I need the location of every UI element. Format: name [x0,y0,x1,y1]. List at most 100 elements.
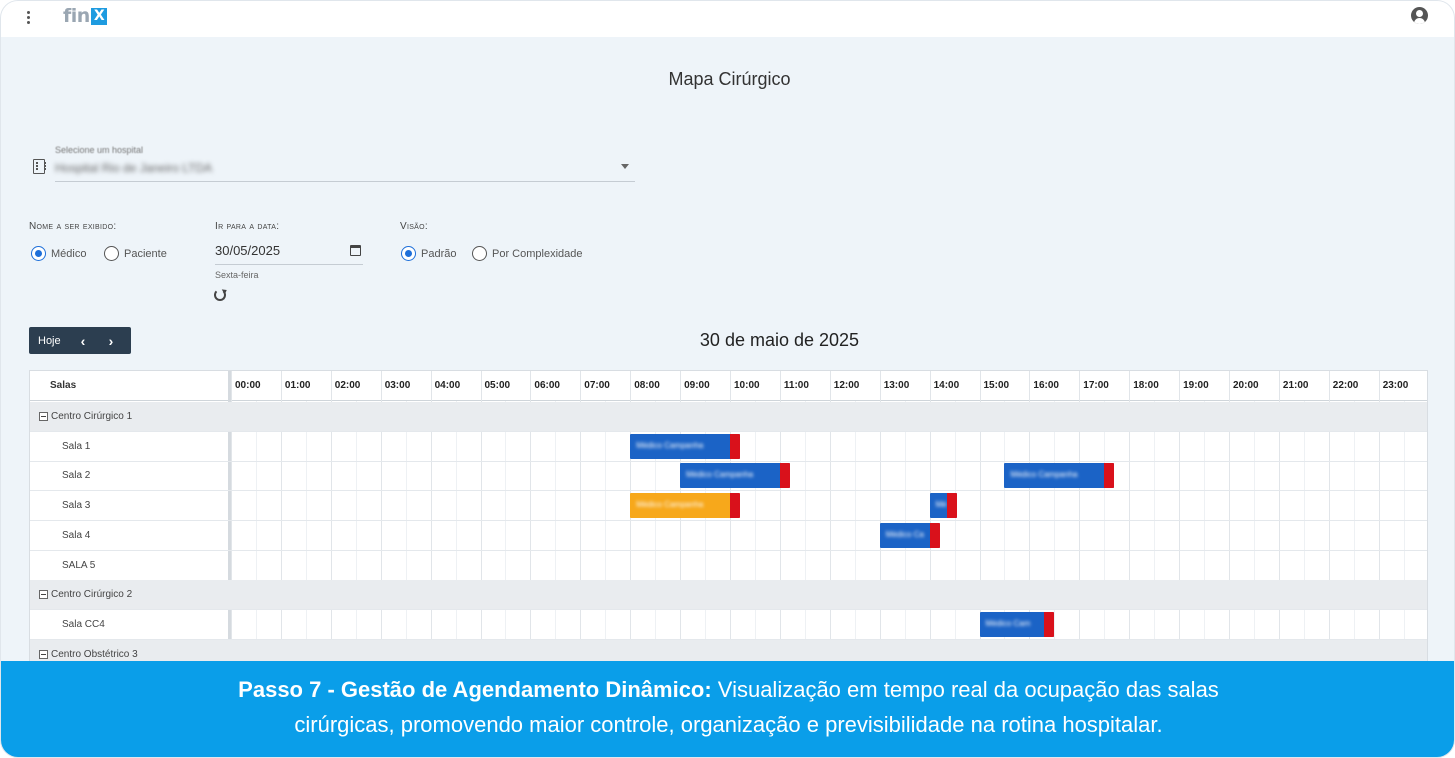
calendar-nav: Hoje ‹ › [29,327,131,354]
account-icon[interactable] [1411,7,1428,24]
surgery-event[interactable]: Médico Campanha [680,463,790,489]
half-hour-gridline [1004,401,1006,669]
alert-flag [929,522,940,548]
alert-flag [729,493,740,519]
hour-gridline [979,371,981,669]
hour-gridline [380,371,382,669]
alert-flag [1104,463,1115,489]
main-content: Mapa Cirúrgico Selecione um hospital Hos… [7,37,1452,757]
today-button[interactable]: Hoje [38,334,61,347]
surgery-event[interactable]: Mé [929,493,958,519]
hour-label: 09:00 [684,380,710,391]
hour-gridline [829,371,831,669]
surgery-event-label: Médico Campanha [636,440,704,450]
room-group-label[interactable]: Centro Obstétrico 3 [39,649,138,660]
hour-label: 03:00 [384,380,411,391]
hour-label: 04:00 [434,380,461,391]
radio-padrao-label: Padrão [421,247,457,260]
room-label: SALA 5 [62,560,95,571]
surgery-event[interactable]: Médico Cam [979,611,1055,637]
dropdown-caret-icon[interactable] [621,164,629,169]
hour-gridline [730,371,731,669]
hour-gridline [1029,371,1031,669]
room-row: Sala CC4 [30,610,1427,640]
radio-por-complexidade-dot[interactable] [472,246,487,261]
half-hour-gridline [754,401,756,669]
radio-padrao[interactable]: Padrão [401,246,456,261]
hour-label: 01:00 [284,380,311,391]
kebab-menu-icon[interactable] [23,7,33,27]
go-to-date-label: Ir para a data: [215,221,280,232]
surgery-event[interactable]: Médico Campanha [630,433,740,459]
half-hour-gridline [705,401,707,669]
hour-gridline [929,371,931,669]
surgery-event-label: Médico Campanha [1010,470,1078,480]
hour-label: 07:00 [584,380,610,391]
hour-gridline [280,371,282,669]
calendar-icon[interactable] [350,245,361,256]
hospital-select-label: Selecione um hospital [55,145,144,155]
hour-label: 05:00 [484,380,511,391]
row-label-text: Centro Obstétrico 3 [51,648,138,660]
date-input-value: 30/05/2025 [215,243,281,258]
banner-text-2: cirúrgicas, promovendo maior controle, o… [294,712,1163,737]
radio-padrao-dot[interactable] [401,246,416,261]
hour-gridline [530,371,532,669]
radio-medico-dot[interactable] [31,246,46,261]
half-hour-gridline [555,401,557,669]
half-hour-gridline [1054,401,1056,669]
radio-por-complexidade[interactable]: Por Complexidade [472,246,583,261]
next-day-button[interactable]: › [108,332,114,349]
half-hour-gridline [1353,401,1355,669]
row-label-text: Sala CC4 [62,618,105,630]
hour-label: 17:00 [1083,380,1109,391]
room-group-label[interactable]: Centro Cirúrgico 1 [39,411,132,422]
row-label-text: Centro Cirúrgico 1 [51,411,133,422]
hospital-select-underline[interactable] [55,181,635,182]
half-hour-gridline [854,401,856,669]
refresh-icon[interactable] [214,289,226,301]
radio-paciente[interactable]: Paciente [104,246,167,261]
collapse-icon[interactable] [39,412,48,421]
radio-medico[interactable]: Médico [31,246,86,261]
surgery-event-label: Médico Ca [885,529,924,539]
half-hour-gridline [1104,401,1106,669]
hour-label: 23:00 [1382,380,1409,391]
hospital-select-value[interactable]: Hospital Rio de Janeiro LTDA [55,161,213,175]
hour-gridline [231,371,232,669]
surgery-event[interactable]: Médico Campanha [630,493,740,519]
room-label: Sala 4 [62,530,90,541]
date-input[interactable]: 30/05/2025 [215,243,363,265]
hour-gridline [1129,371,1131,669]
half-hour-gridline [804,401,806,669]
half-hour-gridline [1253,401,1255,669]
hour-gridline [430,371,432,669]
collapse-icon[interactable] [39,649,48,659]
logo-badge: X [90,7,108,25]
hour-label: 00:00 [235,380,261,391]
rooms-header: Salas [50,380,77,391]
room-label: Sala 1 [62,441,90,452]
half-hour-gridline [1403,401,1405,669]
top-bar: fin X [1,1,1454,37]
row-label-text: Sala 3 [62,500,91,512]
hour-label: 14:00 [933,380,960,391]
room-group-label[interactable]: Centro Cirúrgico 2 [39,589,132,600]
prev-day-button[interactable]: ‹ [80,332,86,349]
collapse-icon[interactable] [39,590,48,600]
hour-label: 15:00 [983,380,1010,391]
hour-label: 22:00 [1332,380,1359,391]
surgery-event[interactable]: Médico Ca [879,522,940,548]
surgery-event-label: Médico Cam [985,618,1031,628]
surgery-event[interactable]: Médico Campanha [1004,463,1115,489]
hour-gridline [580,371,582,669]
surgery-event-label: Mé [935,500,947,510]
row-label-text: Sala 4 [62,529,91,541]
hour-gridline [779,371,781,669]
hour-label: 18:00 [1133,380,1159,391]
half-hour-gridline [655,401,657,669]
half-hour-gridline [1154,401,1156,669]
app-logo[interactable]: fin X [63,5,108,27]
room-row: Sala 2 [30,461,1427,492]
radio-paciente-dot[interactable] [104,246,119,261]
